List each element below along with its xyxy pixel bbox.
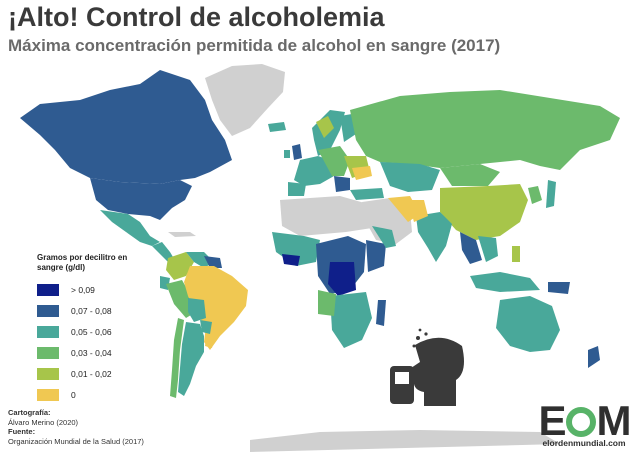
se-asia xyxy=(460,232,482,264)
guianas xyxy=(204,256,222,268)
legend-item: 0,01 - 0,02 xyxy=(37,363,157,384)
bolivia xyxy=(188,298,206,322)
legend-item: > 0,09 xyxy=(37,279,157,300)
legend-label: > 0,09 xyxy=(71,284,95,295)
china xyxy=(440,184,528,240)
india xyxy=(416,212,452,262)
new-zealand xyxy=(588,346,600,368)
logo-site: elordenmundial.com xyxy=(542,438,626,448)
west-africa-dark xyxy=(282,254,300,266)
korea-japan xyxy=(528,186,542,204)
legend-item: 0,03 - 0,04 xyxy=(37,342,157,363)
central-america xyxy=(152,242,176,262)
sweden-norway-upper xyxy=(316,116,334,138)
iberia xyxy=(288,182,306,196)
mongolia xyxy=(440,164,500,186)
breathalyzer-icon xyxy=(390,328,464,406)
legend-title: Gramos por decilitro en sangre (g/dl) xyxy=(37,253,128,272)
philippines xyxy=(512,246,520,262)
canada xyxy=(20,70,232,184)
finland xyxy=(340,114,356,142)
indochina xyxy=(478,236,498,262)
australia xyxy=(496,296,560,352)
russia xyxy=(350,90,620,170)
western-europe xyxy=(294,156,334,186)
cuba xyxy=(168,232,196,237)
chile xyxy=(170,318,184,398)
brazil xyxy=(184,266,248,350)
angola xyxy=(318,290,336,316)
legend-label: 0 xyxy=(71,389,76,400)
source-label: Fuente: xyxy=(8,427,36,436)
drc xyxy=(328,262,356,296)
antarctica xyxy=(250,430,560,452)
japan xyxy=(546,180,556,208)
legend-label: 0,03 - 0,04 xyxy=(71,347,112,358)
credits: Cartografía: Álvaro Merino (2020) Fuente… xyxy=(8,408,144,446)
kazakhstan xyxy=(380,162,440,192)
paraguay xyxy=(200,320,212,334)
indonesia xyxy=(470,272,540,292)
uk xyxy=(292,144,302,160)
map-subtitle: Máxima concentración permitida de alcoho… xyxy=(8,36,501,55)
horn-africa xyxy=(372,226,396,248)
png xyxy=(548,282,570,294)
legend: Gramos por decilitro en sangre (g/dl) > … xyxy=(37,253,157,405)
venezuela xyxy=(186,252,214,268)
mexico xyxy=(100,210,160,246)
legend-swatch xyxy=(37,346,59,359)
central-europe xyxy=(318,146,350,176)
logo-o-ring xyxy=(565,407,596,437)
cartography-value: Álvaro Merino (2020) xyxy=(8,417,79,427)
legend-label: 0,05 - 0,06 xyxy=(71,326,112,337)
colombia xyxy=(166,252,194,280)
southern-africa xyxy=(330,292,372,348)
usa xyxy=(90,178,192,220)
greenland xyxy=(205,64,285,136)
legend-label: 0,07 - 0,08 xyxy=(71,305,112,316)
ukraine xyxy=(352,166,372,180)
north-africa xyxy=(280,196,372,236)
madagascar xyxy=(376,300,386,326)
legend-swatch xyxy=(37,304,59,317)
iceland xyxy=(268,122,286,132)
legend-label: 0,01 - 0,02 xyxy=(71,368,112,379)
argentina xyxy=(178,322,204,396)
legend-swatch xyxy=(37,367,59,380)
legend-swatch xyxy=(37,388,59,401)
pakistan-afghanistan xyxy=(408,200,428,222)
turkey xyxy=(350,188,384,200)
uruguay xyxy=(205,338,214,348)
legend-swatch xyxy=(37,283,59,296)
legend-item: 0,07 - 0,08 xyxy=(37,300,157,321)
cartography-label: Cartografía: xyxy=(8,408,51,417)
legend-swatch xyxy=(37,325,59,338)
map-title: ¡Alto! Control de alcoholemia xyxy=(8,2,385,32)
east-africa xyxy=(366,240,386,272)
legend-item: 0,05 - 0,06 xyxy=(37,321,157,342)
ireland xyxy=(284,150,290,158)
balkans xyxy=(334,176,350,192)
source-value: Organización Mundial de la Salud (2017) xyxy=(8,436,144,446)
legend-item: 0 xyxy=(37,384,157,405)
